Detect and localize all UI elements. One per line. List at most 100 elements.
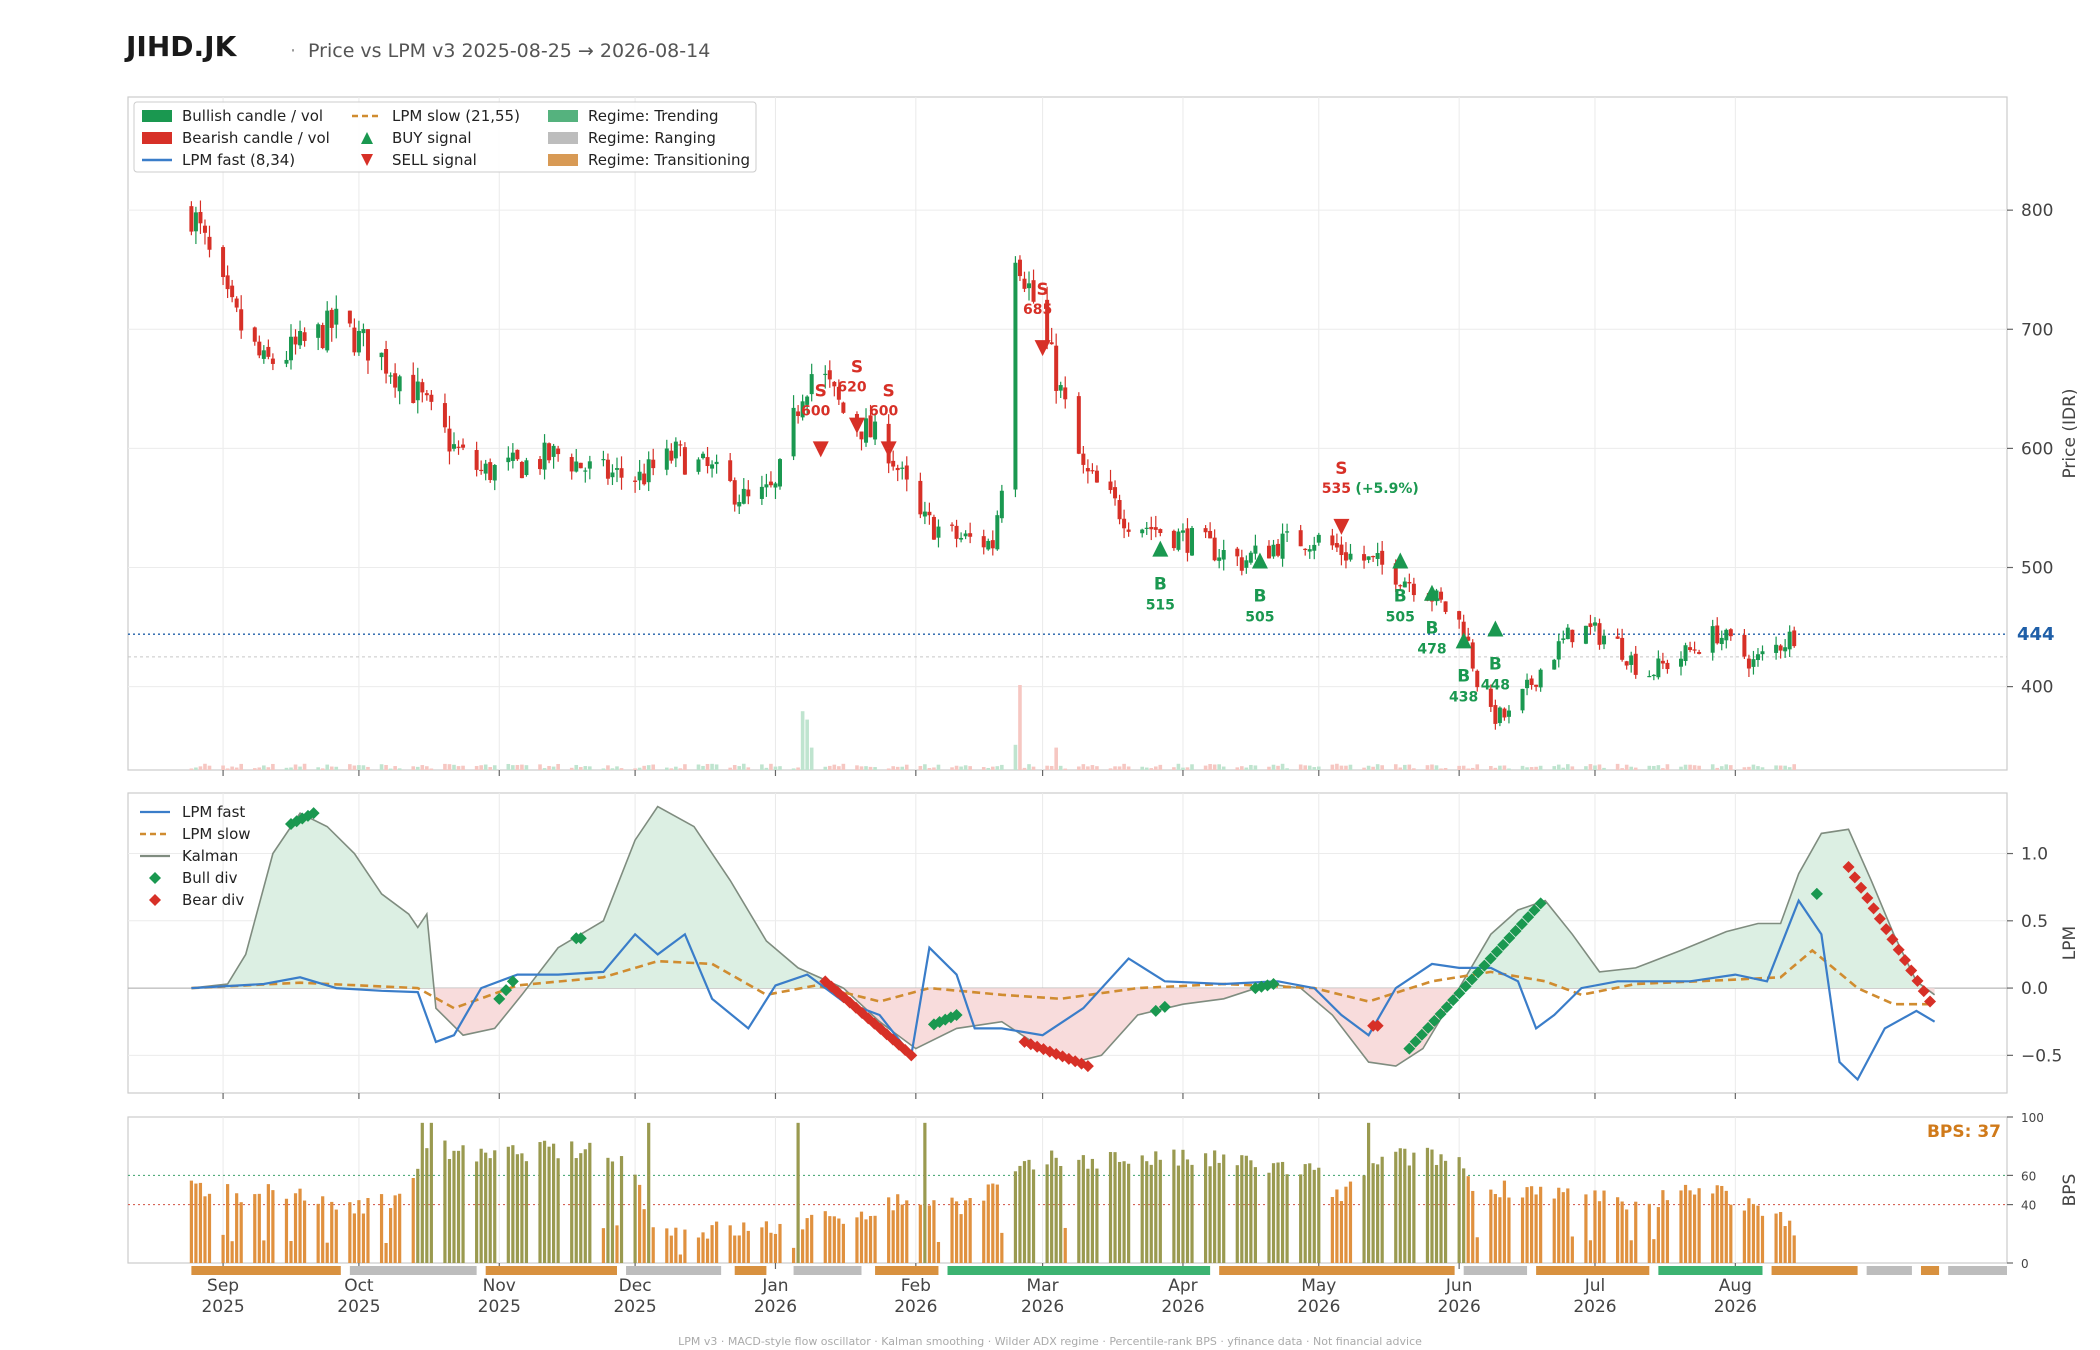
bearish-candle — [230, 285, 235, 298]
bps-bar — [837, 1218, 841, 1263]
bps-bar — [1090, 1158, 1095, 1263]
bearish-candle — [207, 236, 212, 250]
volume-bar — [1461, 765, 1466, 770]
volume-bar — [827, 765, 832, 770]
bps-bar — [696, 1237, 701, 1263]
lpm-tick-label: 1.0 — [2021, 845, 2048, 865]
volume-bar — [379, 764, 384, 770]
volume-bar — [1588, 764, 1593, 770]
bullish-candle — [922, 511, 927, 517]
bull-divergence-marker — [1434, 1008, 1447, 1021]
bearish-candle — [1534, 684, 1539, 687]
volume-bar — [900, 766, 905, 770]
sell-signal-marker — [1034, 340, 1051, 357]
bullish-candle — [415, 381, 420, 401]
bps-bar — [778, 1223, 782, 1263]
bps-bar — [1172, 1149, 1176, 1263]
volume-bar — [1457, 765, 1461, 770]
bullish-candle — [574, 461, 579, 472]
bps-bar — [262, 1240, 266, 1263]
bullish-candle — [1497, 707, 1502, 724]
bull-divergence-marker — [500, 984, 513, 997]
buy-signal-price: 478 — [1417, 642, 1446, 658]
buy-signal-letter: B — [1394, 587, 1407, 607]
bps-bar — [1407, 1165, 1411, 1263]
legend-swatch — [548, 132, 578, 144]
bear-divergence-marker — [1371, 1019, 1384, 1032]
price-tick-label: 600 — [2021, 439, 2053, 459]
volume-bar — [1430, 764, 1434, 770]
sell-signal-letter: S — [815, 381, 827, 401]
bps-bar — [678, 1254, 682, 1263]
bps-bar — [995, 1184, 999, 1263]
volume-bar — [1697, 765, 1701, 770]
bullish-candle — [1058, 385, 1063, 391]
volume-bar — [932, 767, 936, 770]
volume-bar — [574, 764, 579, 770]
legend-label: Bearish candle / vol — [182, 129, 330, 147]
volume-bar — [1556, 764, 1561, 770]
volume-bar — [1679, 766, 1683, 770]
bullish-candle — [1724, 629, 1729, 641]
bearish-candle — [578, 462, 583, 469]
volume-bar — [411, 766, 416, 770]
bps-bar — [1154, 1151, 1158, 1263]
volume-bar — [1778, 765, 1783, 770]
bearish-candle — [1022, 278, 1027, 289]
bearish-candle — [488, 462, 493, 480]
bullish-candle — [397, 376, 402, 392]
volume-bar — [637, 767, 642, 770]
bps-bar — [1018, 1165, 1022, 1263]
bearish-candle — [968, 533, 973, 537]
volume-bar — [1566, 764, 1570, 770]
bps-bar — [1185, 1159, 1190, 1263]
volume-bar — [189, 768, 194, 770]
volume-bar — [1122, 763, 1126, 770]
bearish-candle — [827, 370, 832, 380]
volume-bar — [1715, 767, 1720, 770]
volume-bar — [234, 767, 239, 770]
bps-bar — [1520, 1197, 1525, 1263]
bull-divergence-marker — [1459, 980, 1472, 993]
bearish-candle — [352, 327, 357, 353]
bullish-candle — [451, 444, 456, 449]
bullish-candle — [510, 452, 515, 461]
bps-bar — [511, 1145, 515, 1263]
volume-bar — [764, 767, 769, 770]
last-price-label: 444 — [2017, 624, 2055, 645]
volume-bar — [1615, 763, 1620, 770]
bullish-candle — [714, 461, 719, 465]
bps-bar — [1045, 1164, 1049, 1263]
bearish-candle — [302, 332, 307, 341]
legend-swatch — [142, 132, 172, 144]
bullish-candle — [334, 308, 339, 325]
bullish-candle — [1683, 645, 1688, 662]
bull-divergence-marker — [1465, 973, 1478, 986]
volume-bar — [873, 767, 877, 770]
legend-label: SELL signal — [392, 151, 477, 169]
bps-bar — [520, 1153, 524, 1263]
volume-bar — [1249, 764, 1253, 770]
bull-divergence-marker — [1503, 931, 1516, 944]
volume-bar — [773, 766, 778, 770]
bullish-candle — [995, 515, 1000, 550]
x-tick-month: Sep — [207, 1276, 239, 1296]
bullish-candle — [1719, 637, 1724, 645]
footer-note: LPM v3 · MACD-style flow oscillator · Ka… — [678, 1335, 1422, 1348]
bullish-candle — [764, 484, 769, 488]
bps-bar — [230, 1241, 234, 1263]
bearish-candle — [732, 480, 737, 505]
bearish-candle — [1303, 548, 1308, 551]
chart-title: JIHD.JK — [126, 30, 237, 63]
lpm-axis-label: LPM — [2060, 926, 2080, 960]
volume-bar — [1049, 765, 1054, 770]
bps-bar — [284, 1198, 289, 1263]
price-panel — [127, 96, 2008, 771]
bps-bar — [1561, 1192, 1565, 1263]
volume-bar — [841, 763, 846, 770]
bps-bar — [1711, 1193, 1715, 1263]
legend-buy-icon — [361, 132, 373, 144]
volume-bar — [1077, 766, 1081, 770]
volume-bar — [1792, 764, 1796, 770]
volume-bar — [1538, 765, 1543, 770]
